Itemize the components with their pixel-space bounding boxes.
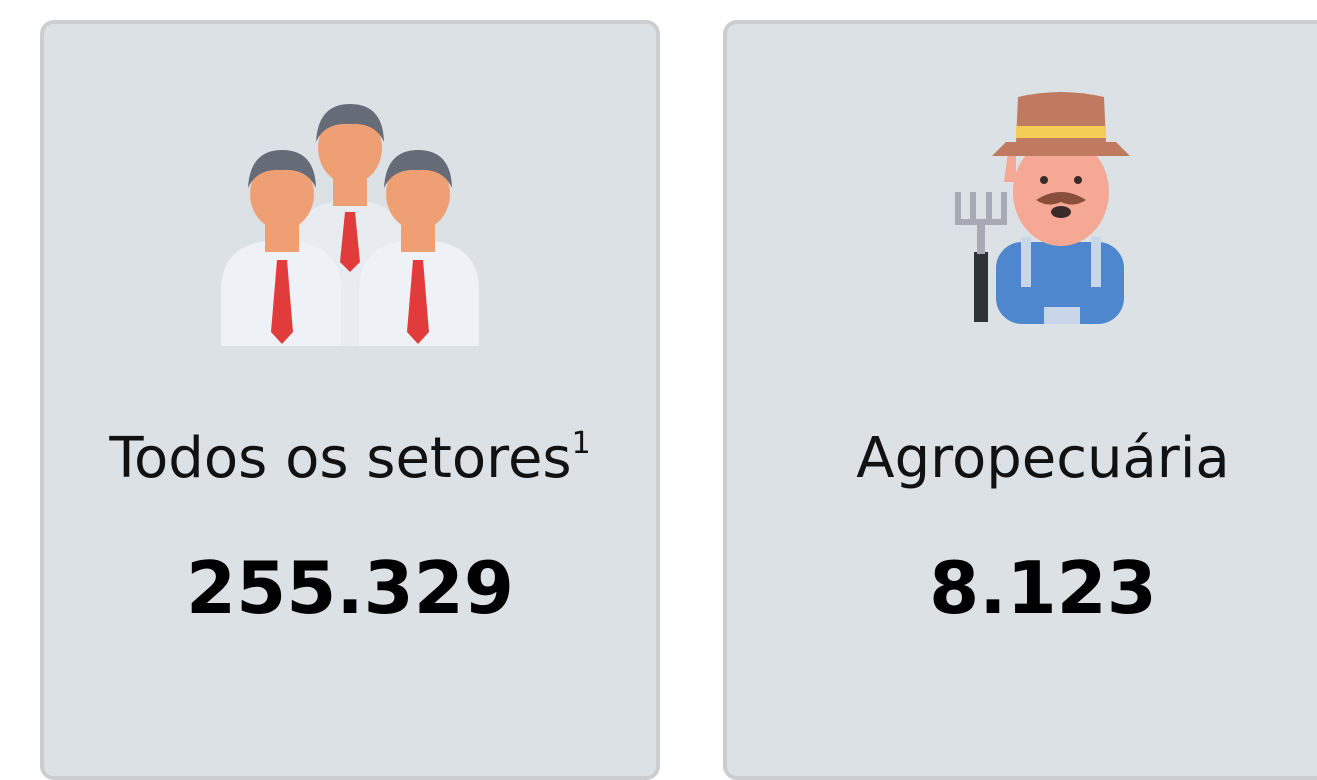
- stat-card: Agropecuária 8.123: [723, 20, 1317, 780]
- label-text: Todos os setores: [109, 426, 572, 491]
- farmer-icon: [955, 92, 1130, 324]
- page: Todos os setores1 255.329 Agropecuária 8…: [40, 20, 1317, 780]
- stat-card: Todos os setores1 255.329: [40, 20, 660, 780]
- people-icon: [221, 104, 479, 346]
- card-value: 8.123: [929, 546, 1157, 630]
- card-label: Todos os setores1: [44, 426, 656, 491]
- footnote-marker: 1: [571, 426, 591, 461]
- card-label: Agropecuária: [727, 426, 1317, 491]
- card-value: 255.329: [186, 546, 514, 630]
- label-text: Agropecuária: [856, 426, 1230, 491]
